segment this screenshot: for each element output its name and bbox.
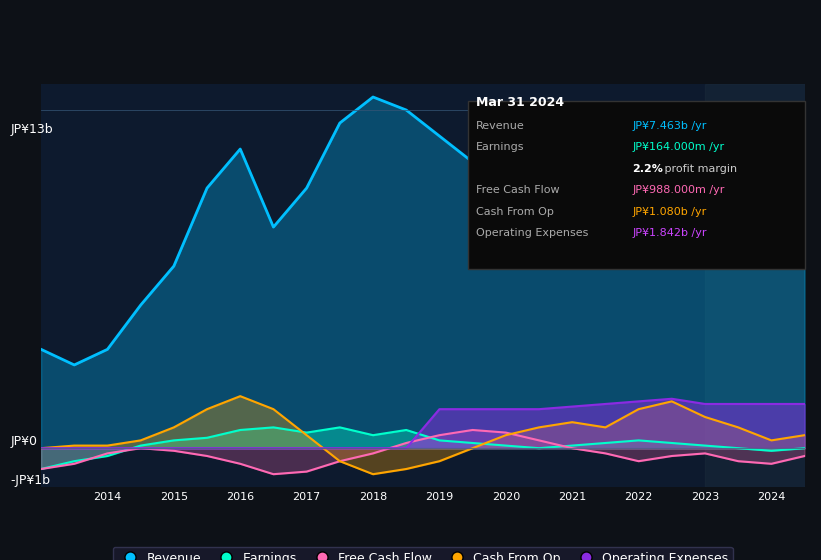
Text: 2.2%: 2.2% (632, 164, 663, 174)
Text: Revenue: Revenue (476, 121, 525, 131)
Bar (705, 84, 805, 487)
Text: -JP¥1b: -JP¥1b (11, 474, 51, 487)
Text: JP¥0: JP¥0 (11, 435, 38, 448)
Text: JP¥1.080b /yr: JP¥1.080b /yr (632, 207, 706, 217)
Text: JP¥7.463b /yr: JP¥7.463b /yr (632, 121, 707, 131)
Text: Cash From Op: Cash From Op (476, 207, 554, 217)
Text: Mar 31 2024: Mar 31 2024 (476, 96, 564, 109)
Text: JP¥988.000m /yr: JP¥988.000m /yr (632, 185, 725, 195)
Text: Free Cash Flow: Free Cash Flow (476, 185, 560, 195)
Legend: Revenue, Earnings, Free Cash Flow, Cash From Op, Operating Expenses: Revenue, Earnings, Free Cash Flow, Cash … (112, 547, 733, 560)
Text: Operating Expenses: Operating Expenses (476, 228, 589, 239)
Text: Earnings: Earnings (476, 142, 525, 152)
Text: JP¥164.000m /yr: JP¥164.000m /yr (632, 142, 724, 152)
Text: profit margin: profit margin (661, 164, 737, 174)
Text: JP¥13b: JP¥13b (11, 123, 53, 136)
Text: JP¥1.842b /yr: JP¥1.842b /yr (632, 228, 707, 239)
